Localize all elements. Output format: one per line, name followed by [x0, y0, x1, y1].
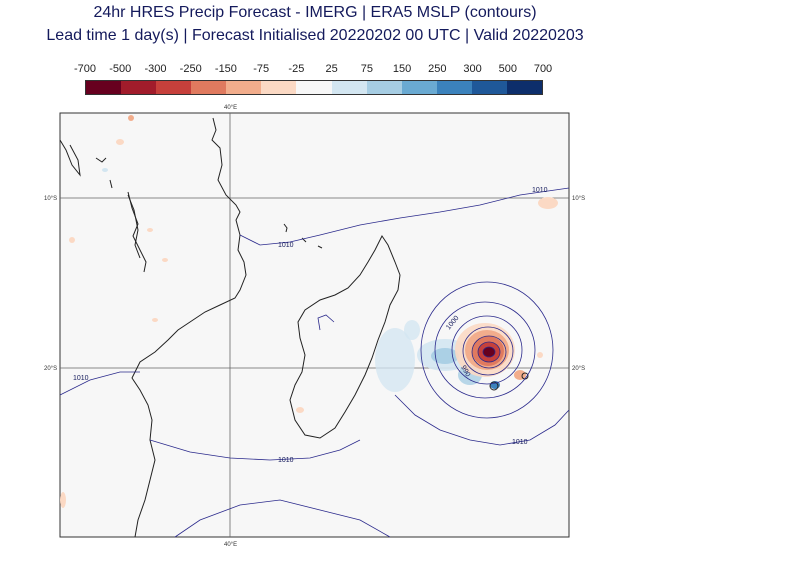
right-lat-label: 20°S [572, 366, 585, 372]
colorbar-segment [121, 81, 157, 94]
left-lat-label: 10°S [44, 196, 57, 202]
colorbar-segment [226, 81, 262, 94]
axis-labels: 40°E 40°E 10°S 20°S 10°S 20°S [44, 105, 585, 548]
colorbar-label: -150 [214, 63, 237, 75]
colorbar-segment [366, 81, 402, 94]
contour-label: 1010 [73, 375, 89, 382]
colorbar-label: -250 [179, 63, 202, 75]
colorbar-label: 75 [360, 63, 373, 75]
lake-outline [127, 194, 141, 259]
colorbar-segment [471, 81, 507, 94]
colorbar-label: -500 [109, 63, 132, 75]
contour-ring-1 [420, 281, 554, 419]
mslp-contours [59, 187, 570, 538]
contour-madagascar [317, 314, 335, 331]
contour-label: 1010 [532, 187, 548, 194]
colorbar-label: -25 [288, 63, 305, 75]
colorbar-segment [261, 81, 297, 94]
contour-1010-west [59, 371, 140, 396]
colorbar-label: 250 [428, 63, 447, 75]
contour-1010-east [394, 394, 570, 446]
colorbar-label: 300 [463, 63, 482, 75]
contour-ring-2 [434, 301, 536, 399]
contour-ring-6 [477, 341, 501, 363]
madagascar-coastline [289, 235, 401, 439]
colorbar-label: -75 [253, 63, 270, 75]
map-title-line-2: Lead time 1 day(s) | Forecast Initialise… [46, 27, 584, 44]
colorbar-segment [506, 81, 543, 94]
colorbar-segment [156, 81, 192, 94]
colorbar-segment [296, 81, 332, 94]
precip-field [60, 115, 558, 508]
contour-ring-7 [482, 346, 496, 358]
colorbar-segment [401, 81, 437, 94]
contour-label: 1010 [512, 439, 528, 446]
reunion-island [489, 381, 499, 391]
colorbar-label: -300 [144, 63, 167, 75]
left-lat-label: 20°S [44, 366, 57, 372]
colorbar-label: 150 [392, 63, 412, 75]
contour-1010-south [149, 439, 361, 461]
colorbar-label: 700 [533, 63, 553, 75]
contour-1010-far-south [174, 499, 391, 538]
colorbar-label: -700 [73, 63, 97, 75]
contour-label: 1010 [278, 457, 294, 464]
contour-1010-north [239, 187, 570, 246]
colorbar [85, 80, 543, 95]
colorbar-label: 500 [498, 63, 517, 75]
contour-label: 1010 [278, 242, 294, 249]
contour-ring-3 [451, 315, 523, 385]
map-title-line-1: 24hr HRES Precip Forecast - IMERG | ERA5… [93, 4, 537, 21]
right-lat-label: 10°S [572, 196, 585, 202]
colorbar-segment [191, 81, 227, 94]
top-lon-label: 40°E [224, 105, 237, 111]
africa-coastline [59, 117, 247, 538]
colorbar-segment [436, 81, 472, 94]
colorbar-segment [86, 81, 122, 94]
colorbar-segment [331, 81, 367, 94]
coastlines [59, 117, 529, 538]
colorbar-label: 25 [325, 63, 338, 75]
bottom-lon-label: 40°E [224, 542, 237, 548]
contour-ring-4 [462, 326, 514, 376]
contour-label: 990 [459, 365, 471, 379]
contour-ring-5 [471, 335, 507, 369]
